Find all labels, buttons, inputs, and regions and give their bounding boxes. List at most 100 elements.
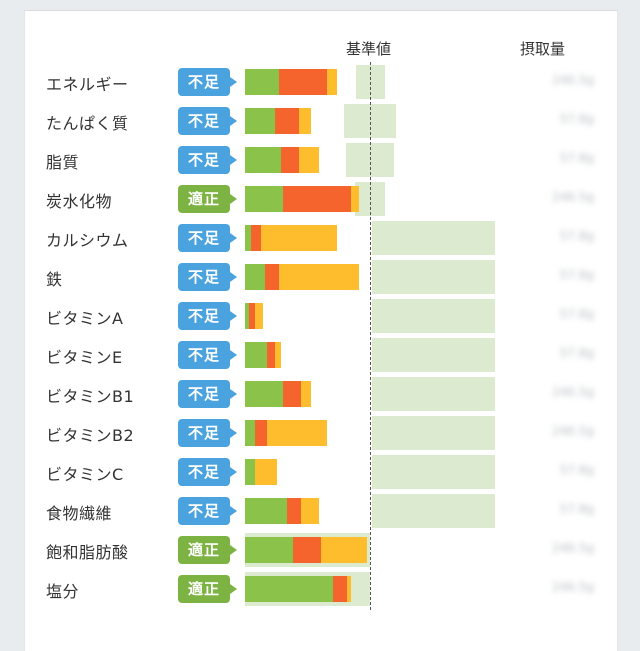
nutrient-name: ビタミンC (46, 465, 124, 484)
nutrient-name: カルシウム (46, 231, 129, 250)
status-badge: 不足 (178, 68, 237, 96)
reference-range (372, 416, 495, 450)
green-segment (245, 225, 251, 251)
nutrient-name: たんぱく質 (46, 114, 129, 133)
red-segment (275, 108, 299, 134)
intake-bar (245, 303, 263, 329)
status-badge: 不足 (178, 497, 237, 525)
red-segment (279, 69, 327, 95)
intake-value: 57.8g (559, 229, 594, 243)
intake-value: 57.8g (559, 502, 594, 516)
status-badge: 適正 (178, 575, 237, 603)
status-badge: 不足 (178, 419, 237, 447)
intake-bar (245, 186, 359, 212)
status-badge: 不足 (178, 224, 237, 252)
green-segment (245, 342, 267, 368)
red-segment (287, 498, 301, 524)
intake-value: 246.5g (552, 190, 594, 204)
yellow-segment (261, 225, 337, 251)
green-segment (245, 108, 275, 134)
red-segment (249, 303, 255, 329)
nutrient-row: 鉄 不足 57.8g (0, 260, 640, 294)
nutrient-name: ビタミンA (46, 309, 124, 328)
intake-value: 57.8g (559, 112, 594, 126)
nutrient-name: 飽和脂肪酸 (46, 543, 129, 562)
red-segment (283, 186, 351, 212)
intake-bar (245, 498, 319, 524)
intake-value: 57.8g (559, 346, 594, 360)
yellow-segment (299, 147, 319, 173)
status-badge: 不足 (178, 341, 237, 369)
intake-value: 57.8g (559, 151, 594, 165)
nutrient-name: エネルギー (46, 75, 129, 94)
status-badge: 適正 (178, 185, 237, 213)
red-segment (333, 576, 347, 602)
green-segment (245, 498, 287, 524)
status-badge: 不足 (178, 263, 237, 291)
red-segment (255, 420, 267, 446)
nutrient-row: ビタミンE 不足 57.8g (0, 338, 640, 372)
status-badge: 不足 (178, 458, 237, 486)
red-segment (265, 264, 279, 290)
intake-bar (245, 342, 281, 368)
red-segment (281, 147, 299, 173)
intake-value: 57.8g (559, 307, 594, 321)
green-segment (245, 420, 255, 446)
reference-range (372, 260, 495, 294)
status-badge: 不足 (178, 107, 237, 135)
yellow-segment (347, 576, 351, 602)
intake-bar (245, 537, 367, 563)
reference-range (372, 494, 495, 528)
yellow-segment (255, 303, 263, 329)
yellow-segment (321, 537, 367, 563)
intake-bar (245, 459, 277, 485)
yellow-segment (301, 381, 311, 407)
red-segment (293, 537, 321, 563)
intake-header: 摂取量 (520, 40, 566, 58)
nutrient-row: 塩分 適正 246.5g (0, 572, 640, 606)
status-badge: 不足 (178, 302, 237, 330)
green-segment (245, 264, 265, 290)
intake-value: 246.5g (552, 541, 594, 555)
nutrient-row: 食物繊維 不足 57.8g (0, 494, 640, 528)
green-segment (245, 147, 281, 173)
reference-range (372, 221, 495, 255)
nutrient-row: 脂質 不足 57.8g (0, 143, 640, 177)
nutrient-name: 塩分 (46, 582, 80, 601)
nutrient-row: 飽和脂肪酸 適正 246.5g (0, 533, 640, 567)
red-segment (267, 342, 275, 368)
intake-value: 246.5g (552, 73, 594, 87)
green-segment (245, 186, 283, 212)
standard-header: 基準値 (346, 40, 392, 58)
intake-value: 246.5g (552, 580, 594, 594)
intake-bar (245, 108, 311, 134)
reference-range (372, 299, 495, 333)
intake-bar (245, 381, 311, 407)
nutrient-name: 炭水化物 (46, 192, 113, 211)
green-segment (245, 459, 255, 485)
nutrient-name: 鉄 (46, 270, 63, 289)
intake-value: 57.8g (559, 463, 594, 477)
yellow-segment (267, 420, 327, 446)
intake-bar (245, 420, 327, 446)
yellow-segment (279, 264, 359, 290)
yellow-segment (275, 342, 281, 368)
yellow-segment (301, 498, 319, 524)
nutrient-row: ビタミンB1 不足 246.5g (0, 377, 640, 411)
yellow-segment (299, 108, 311, 134)
intake-bar (245, 264, 359, 290)
yellow-segment (351, 186, 359, 212)
nutrient-row: 炭水化物 適正 246.5g (0, 182, 640, 216)
reference-range (372, 377, 495, 411)
nutrient-row: たんぱく質 不足 57.8g (0, 104, 640, 138)
green-segment (245, 576, 333, 602)
nutrient-name: ビタミンB2 (46, 426, 135, 445)
intake-value: 246.5g (552, 385, 594, 399)
green-segment (245, 381, 283, 407)
nutrient-row: カルシウム 不足 57.8g (0, 221, 640, 255)
nutrient-name: 脂質 (46, 153, 80, 172)
intake-bar (245, 225, 337, 251)
nutrient-row: ビタミンB2 不足 246.5g (0, 416, 640, 450)
nutrient-name: ビタミンE (46, 348, 123, 367)
reference-range (372, 455, 495, 489)
